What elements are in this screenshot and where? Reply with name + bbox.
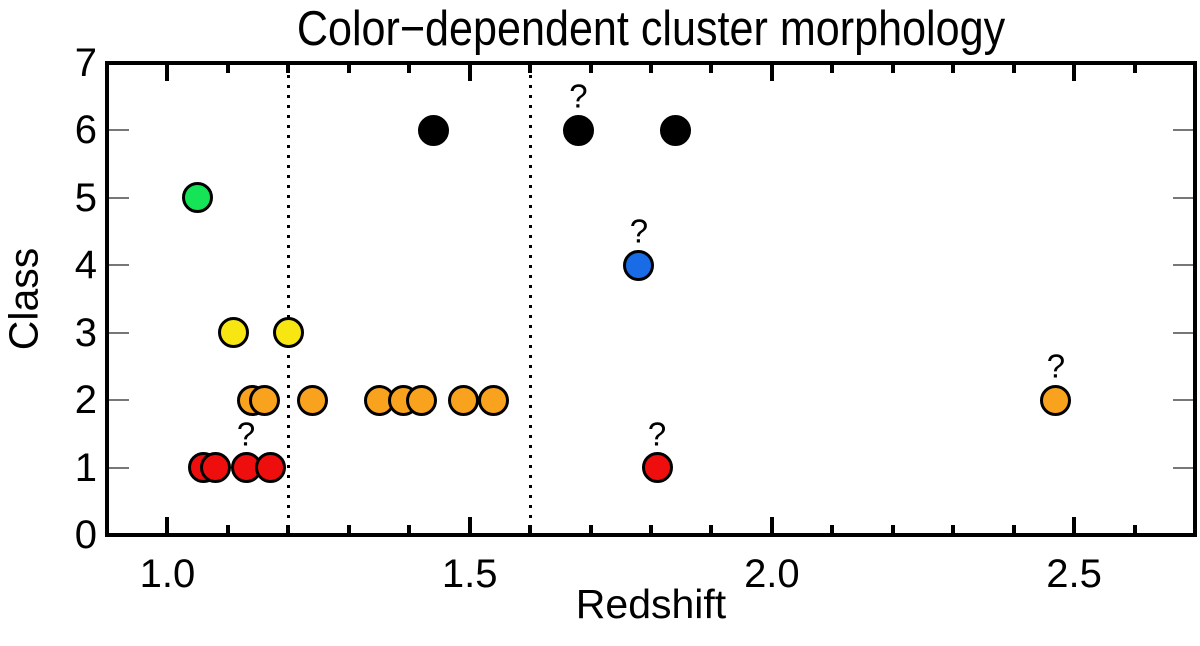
y-axis-tick xyxy=(109,129,129,132)
x-axis-label: Redshift xyxy=(575,581,727,627)
y-axis-tick xyxy=(1173,331,1193,334)
x-axis-tick xyxy=(769,517,774,533)
x-axis-tick xyxy=(346,525,351,533)
x-axis-tick xyxy=(286,525,291,533)
data-point xyxy=(623,249,655,281)
x-axis-tick xyxy=(1072,517,1077,533)
x-axis-tick xyxy=(830,525,835,533)
y-axis-tick xyxy=(1173,129,1193,132)
data-point xyxy=(417,114,449,146)
y-axis-tick xyxy=(1173,466,1193,469)
data-point xyxy=(562,114,594,146)
x-axis-tick xyxy=(1011,525,1016,533)
x-axis-tick xyxy=(407,525,412,533)
data-point xyxy=(218,317,250,349)
x-axis-tick xyxy=(528,65,533,73)
x-axis-tick xyxy=(588,65,593,73)
data-point xyxy=(200,452,232,484)
x-axis-tick xyxy=(407,65,412,73)
x-axis-tick xyxy=(951,525,956,533)
y-tick-label: 6 xyxy=(74,108,97,153)
y-tick-label: 0 xyxy=(74,513,97,557)
y-tick-label: 7 xyxy=(74,41,97,85)
data-point xyxy=(248,384,280,416)
dotted-reference-line xyxy=(286,65,290,533)
y-axis-tick xyxy=(109,264,129,267)
x-axis-tick xyxy=(1011,65,1016,73)
question-mark-annotation: ? xyxy=(569,77,588,115)
data-point xyxy=(297,384,328,416)
question-mark-annotation: ? xyxy=(236,415,256,453)
chart-title: Color−dependent cluster morphology xyxy=(296,2,1006,56)
x-axis-tick xyxy=(890,65,895,73)
x-axis-tick xyxy=(709,65,714,73)
x-axis-tick xyxy=(649,65,653,73)
y-axis-tick xyxy=(109,466,129,469)
question-mark-annotation: ? xyxy=(647,415,667,453)
y-axis-tick xyxy=(1173,196,1193,199)
x-axis-tick xyxy=(165,65,170,81)
x-tick-label: 2.0 xyxy=(744,552,800,596)
x-axis-tick xyxy=(1132,65,1137,73)
x-tick-label: 1.0 xyxy=(139,552,196,596)
data-point xyxy=(641,452,673,484)
x-tick-label: 1.5 xyxy=(441,552,498,596)
y-tick-label: 3 xyxy=(74,310,97,355)
x-axis-tick xyxy=(951,65,956,73)
x-axis-tick xyxy=(225,525,230,533)
y-axis-tick xyxy=(109,399,129,402)
data-point xyxy=(478,384,510,416)
question-mark-annotation: ? xyxy=(629,212,649,250)
data-point xyxy=(272,317,304,349)
x-axis-tick xyxy=(649,525,653,533)
data-point xyxy=(659,114,691,146)
y-axis-tick xyxy=(109,196,129,199)
y-axis-tick xyxy=(1173,399,1193,402)
dotted-reference-line xyxy=(528,65,532,533)
y-tick-label: 5 xyxy=(74,175,97,220)
y-tick-label: 1 xyxy=(74,445,97,490)
y-axis-tick xyxy=(109,331,129,334)
x-axis-tick xyxy=(467,517,472,533)
x-axis-tick xyxy=(346,65,351,73)
x-axis-tick xyxy=(225,65,230,73)
x-axis-tick xyxy=(890,525,895,533)
x-tick-label: 2.5 xyxy=(1046,552,1102,596)
y-tick-label: 2 xyxy=(74,378,97,423)
x-axis-tick xyxy=(467,65,472,81)
y-axis-tick xyxy=(1173,264,1193,267)
x-axis-tick xyxy=(528,525,533,533)
y-tick-label: 4 xyxy=(74,243,97,288)
x-axis-tick xyxy=(830,65,835,73)
x-axis-tick xyxy=(769,65,774,81)
question-mark-annotation: ? xyxy=(1046,347,1066,385)
x-axis-tick xyxy=(588,525,593,533)
x-axis-tick xyxy=(286,65,291,73)
data-point xyxy=(1040,384,1072,416)
x-axis-tick xyxy=(1132,525,1137,533)
data-point xyxy=(448,384,480,416)
data-point xyxy=(182,182,214,214)
data-point xyxy=(405,384,437,416)
x-axis-tick xyxy=(1072,65,1077,81)
x-axis-tick xyxy=(165,517,170,533)
x-axis-tick xyxy=(709,525,714,533)
data-point xyxy=(254,452,286,484)
